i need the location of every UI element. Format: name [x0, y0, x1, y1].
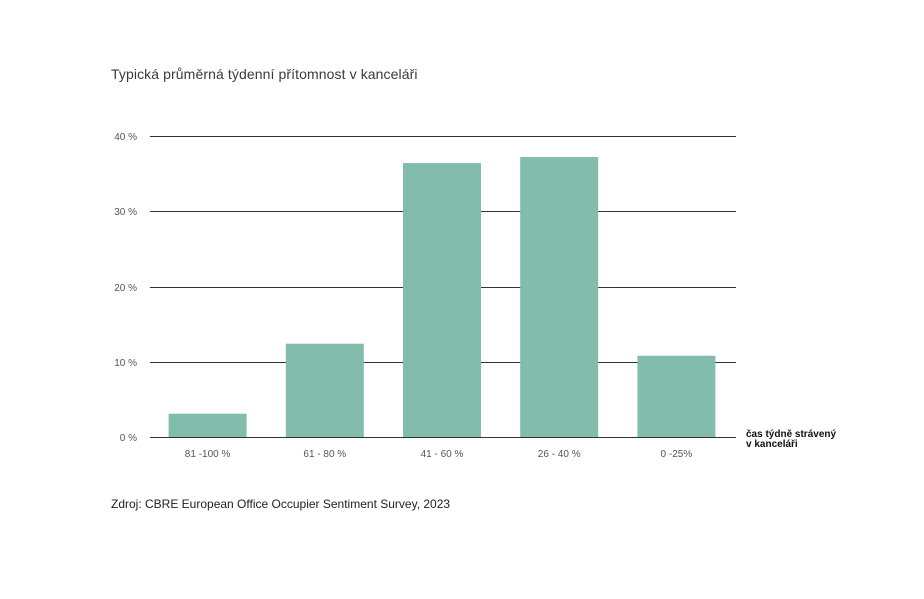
x-axis-label-line-2: v kanceláři: [746, 439, 798, 450]
x-axis-ticks: 81 -100 % 61 - 80 % 41 - 60 % 26 - 40 % 0 -2…: [185, 449, 693, 460]
x-tick-label: 61 - 80 %: [303, 449, 346, 460]
bar: [285, 343, 364, 437]
bar: [403, 163, 481, 437]
x-axis-label: čas týdně strávený v kanceláři: [746, 429, 839, 450]
y-tick-label: 0 %: [120, 433, 137, 444]
chart-title: Typická průměrná týdenní přítomnost v ka…: [111, 66, 418, 82]
x-tick-label: 0 -25%: [661, 449, 693, 460]
x-tick-label: 81 -100 %: [185, 449, 231, 460]
bar: [637, 355, 716, 437]
y-axis-ticks: 0 % 10 % 20 % 30 % 40 %: [114, 132, 137, 444]
y-tick-label: 40 %: [114, 132, 137, 143]
y-tick-label: 10 %: [114, 358, 137, 369]
x-axis-label-line-1: čas týdně strávený: [746, 429, 836, 440]
x-tick-label: 41 - 60 %: [421, 449, 464, 460]
bars: [168, 157, 716, 437]
bar: [168, 413, 247, 437]
y-tick-label: 20 %: [114, 283, 137, 294]
bar: [520, 157, 599, 437]
source-note: Zdroj: CBRE European Office Occupier Sen…: [111, 497, 451, 511]
y-tick-label: 30 %: [114, 207, 137, 218]
x-tick-label: 26 - 40 %: [538, 449, 581, 460]
